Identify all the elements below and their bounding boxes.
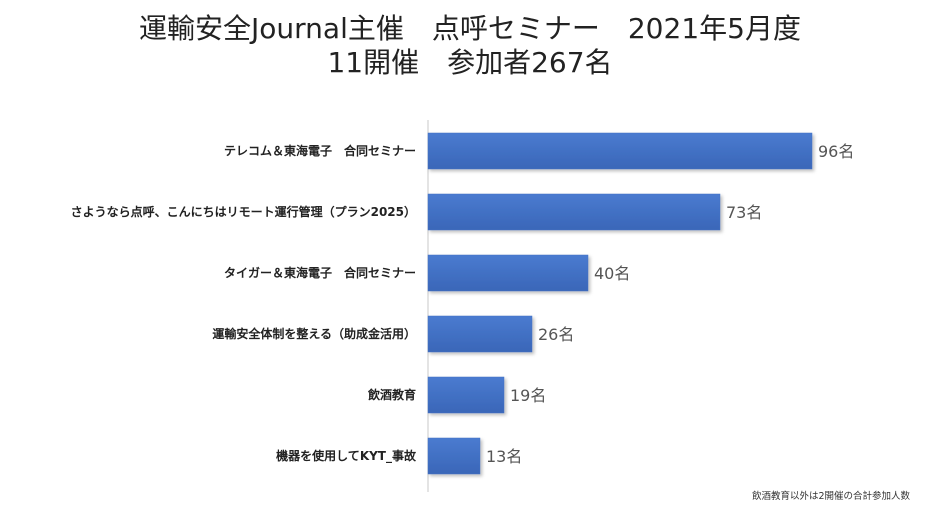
category-label: 機器を使用してKYT_事故: [276, 448, 417, 464]
value-label: 73名: [726, 203, 762, 222]
bars-group: テレコム＆東海電子 合同セミナー 96名さようなら点呼、こんにちはリモート運行管理…: [71, 132, 854, 475]
bar: [427, 193, 721, 231]
category-label: テレコム＆東海電子 合同セミナー: [224, 143, 416, 158]
value-label: 40名: [594, 264, 630, 283]
value-label: 26名: [538, 325, 574, 344]
bar: [427, 437, 481, 475]
value-label: 19名: [510, 386, 546, 405]
category-label: タイガー＆東海電子 合同セミナー: [224, 265, 416, 280]
category-label: 運輸安全体制を整える（助成金活用）: [212, 326, 416, 341]
bar: [427, 315, 533, 353]
category-label: 飲酒教育: [367, 387, 416, 402]
bar: [427, 254, 589, 292]
category-label: さようなら点呼、こんにちはリモート運行管理（プラン2025）: [71, 204, 416, 219]
chart-title: 運輸安全Journal主催 点呼セミナー 2021年5月度: [139, 12, 801, 45]
footnote: 飲酒教育以外は2開催の合計参加人数: [751, 491, 910, 502]
bar: [427, 132, 813, 170]
chart-subtitle: 11開催 参加者267名: [327, 46, 613, 79]
value-label: 96名: [818, 142, 854, 161]
bar: [427, 376, 505, 414]
value-label: 13名: [486, 447, 522, 466]
